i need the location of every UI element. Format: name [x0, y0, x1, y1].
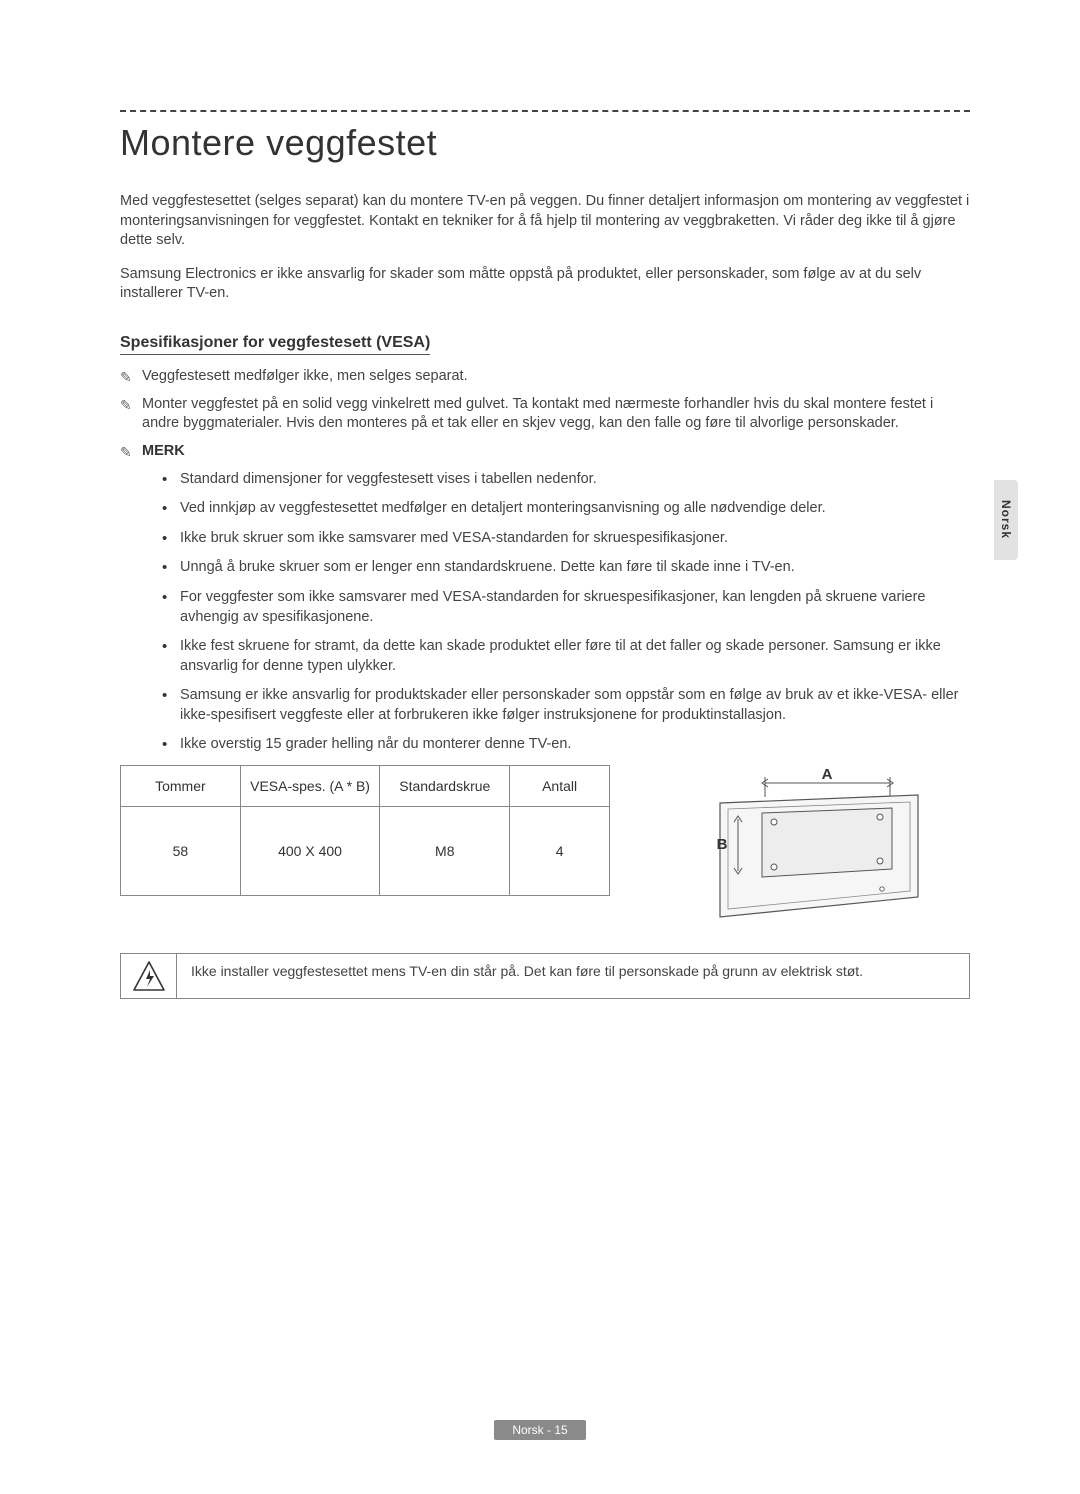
- note-line-1: ✎ Veggfestesett medfølger ikke, men selg…: [120, 367, 970, 387]
- note-line-2: ✎ Monter veggfestet på en solid vegg vin…: [120, 395, 970, 434]
- section-divider: [120, 110, 970, 112]
- bullet-item: Standard dimensjoner for veggfestesett v…: [162, 470, 970, 490]
- col-tommer: Tommer: [121, 765, 241, 806]
- intro-paragraph-1: Med veggfestesettet (selges separat) kan…: [120, 192, 970, 251]
- note-text-2: Monter veggfestet på en solid vegg vinke…: [142, 395, 970, 434]
- diagram-label-b: B: [717, 836, 728, 853]
- bullet-item: Unngå å bruke skruer som er lenger enn s…: [162, 558, 970, 578]
- col-antall: Antall: [510, 765, 610, 806]
- warning-box: Ikke installer veggfestesettet mens TV-e…: [120, 953, 970, 999]
- bullet-item: Ikke bruk skruer som ikke samsvarer med …: [162, 529, 970, 549]
- bullet-item: Ved innkjøp av veggfestesettet medfølger…: [162, 499, 970, 519]
- note-icon: ✎: [120, 442, 142, 462]
- vesa-heading: Spesifikasjoner for veggfestesett (VESA): [120, 334, 430, 355]
- vesa-diagram: A B: [640, 765, 970, 929]
- merk-label: MERK: [142, 442, 970, 462]
- bullet-item: Ikke overstig 15 grader helling når du m…: [162, 735, 970, 755]
- cell-vesa-spec: 400 X 400: [240, 806, 380, 895]
- merk-bullet-list: Standard dimensjoner for veggfestesett v…: [120, 470, 970, 755]
- footer-page-label: Norsk - 15: [494, 1420, 585, 1440]
- note-icon: ✎: [120, 367, 142, 387]
- merk-line: ✎ MERK: [120, 442, 970, 462]
- mount-diagram-svg: A B: [680, 769, 930, 929]
- warning-text: Ikke installer veggfestesettet mens TV-e…: [177, 954, 969, 998]
- warning-icon-cell: [121, 954, 177, 998]
- col-skrue: Standardskrue: [380, 765, 510, 806]
- cell-tommer: 58: [121, 806, 241, 895]
- col-vesa-spec: VESA-spes. (A * B): [240, 765, 380, 806]
- table-diagram-row: Tommer VESA-spes. (A * B) Standardskrue …: [120, 765, 970, 929]
- page-footer: Norsk - 15: [0, 1420, 1080, 1440]
- cell-skrue: M8: [380, 806, 510, 895]
- electric-warning-icon: [132, 960, 166, 992]
- bullet-item: Ikke fest skruene for stramt, da dette k…: [162, 637, 970, 676]
- bullet-item: For veggfester som ikke samsvarer med VE…: [162, 588, 970, 627]
- table-row: 58 400 X 400 M8 4: [121, 806, 610, 895]
- language-side-tab: Norsk: [994, 480, 1018, 560]
- note-text-1: Veggfestesett medfølger ikke, men selges…: [142, 367, 970, 387]
- page-content: Montere veggfestet Med veggfestesettet (…: [0, 0, 1080, 999]
- vesa-table: Tommer VESA-spes. (A * B) Standardskrue …: [120, 765, 610, 896]
- table-header-row: Tommer VESA-spes. (A * B) Standardskrue …: [121, 765, 610, 806]
- side-tab-label: Norsk: [999, 500, 1013, 539]
- diagram-label-a: A: [822, 769, 833, 783]
- bullet-item: Samsung er ikke ansvarlig for produktska…: [162, 686, 970, 725]
- cell-antall: 4: [510, 806, 610, 895]
- note-icon: ✎: [120, 395, 142, 415]
- intro-paragraph-2: Samsung Electronics er ikke ansvarlig fo…: [120, 265, 970, 304]
- page-title: Montere veggfestet: [120, 122, 970, 164]
